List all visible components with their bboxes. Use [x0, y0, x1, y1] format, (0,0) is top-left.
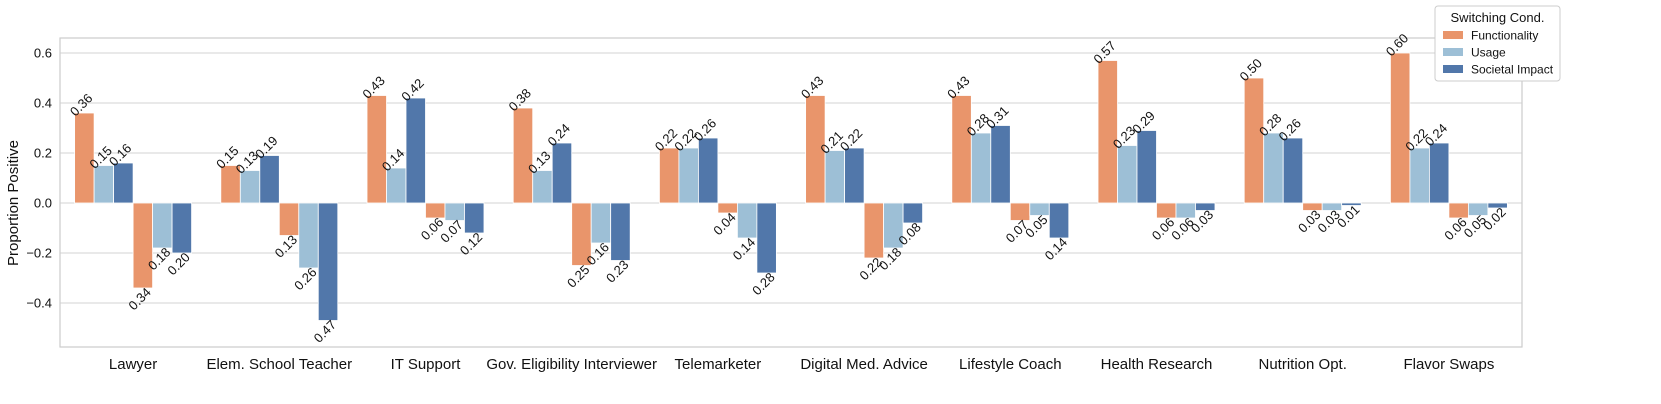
y-tick-label: 0.6 [34, 46, 52, 61]
bar [1467, 202, 1489, 216]
bar [1195, 202, 1216, 211]
bar [756, 202, 777, 274]
bar [405, 97, 426, 204]
x-tick-label: Health Research [1101, 356, 1213, 373]
value-label: 0.25 [564, 262, 593, 291]
bar [1136, 130, 1157, 204]
bar [863, 202, 884, 259]
bar [990, 125, 1011, 204]
bar [1263, 132, 1284, 204]
legend-box [1434, 5, 1561, 82]
legend-label: Usage [1471, 46, 1506, 60]
bar [844, 147, 865, 204]
bar [970, 132, 992, 204]
x-tick-label: Digital Med. Advice [800, 356, 928, 373]
bar [1097, 60, 1118, 204]
bar [132, 202, 153, 289]
bar [805, 95, 826, 204]
bar [512, 107, 534, 204]
bar [171, 202, 192, 254]
value-label: 0.04 [710, 210, 739, 239]
x-tick-label: IT Support [391, 356, 462, 373]
bar [113, 162, 134, 204]
x-tick-label: Nutrition Opt. [1259, 356, 1347, 373]
value-label: 0.26 [291, 265, 320, 294]
x-tick-label: Elem. School Teacher [206, 356, 352, 373]
bar [317, 202, 339, 321]
plot-frame [59, 37, 1523, 348]
bar [902, 202, 923, 224]
bar [259, 155, 280, 204]
legend: Switching Cond. Functionality Usage Societa… [1434, 5, 1561, 82]
bar [1341, 202, 1362, 206]
bar [298, 202, 319, 269]
legend-title: Switching Cond. [1451, 10, 1545, 25]
value-label: 0.13 [272, 232, 301, 261]
bar [824, 150, 846, 204]
legend-swatch [1443, 65, 1463, 73]
legend-label: Societal Impact [1471, 63, 1554, 77]
bar [610, 202, 631, 261]
y-tick-label: 0.4 [34, 96, 52, 111]
value-label: 0.12 [457, 230, 486, 259]
value-label: 0.23 [603, 257, 632, 286]
x-tick-label: Telemarketer [675, 356, 762, 373]
bar [883, 202, 904, 249]
y-axis-label: Proportion Positive [5, 140, 22, 266]
x-tick-label: Lifestyle Coach [959, 356, 1062, 373]
bar [1390, 52, 1411, 204]
bar [590, 202, 612, 244]
bar [1048, 202, 1070, 239]
bar [1321, 202, 1343, 211]
bar [736, 202, 758, 239]
bar [551, 142, 573, 204]
bar [1282, 137, 1304, 204]
value-label: 0.14 [1042, 235, 1071, 264]
bar [1487, 202, 1508, 209]
bar [698, 137, 719, 204]
bar [951, 95, 972, 204]
y-tick-label: 0.2 [34, 146, 52, 161]
bar [1117, 145, 1138, 204]
legend-swatch [1443, 48, 1463, 56]
bar [464, 202, 485, 234]
x-tick-label: Lawyer [109, 356, 157, 373]
x-tick-label: Gov. Eligibility Interviewer [486, 356, 657, 373]
value-label: 0.28 [749, 270, 778, 299]
y-tick-label: 0.0 [34, 196, 52, 211]
value-label: 0.47 [311, 317, 340, 346]
y-tick-label: −0.2 [26, 246, 52, 261]
bar [152, 202, 173, 249]
bar [1409, 147, 1430, 204]
bar [74, 112, 95, 204]
bar [678, 147, 699, 204]
bar [366, 95, 387, 204]
bar [278, 202, 300, 236]
bar [659, 147, 680, 204]
x-tick-label: Flavor Swaps [1403, 356, 1494, 373]
value-label: 0.14 [730, 235, 759, 264]
y-tick-label: −0.4 [26, 296, 52, 311]
legend-label: Functionality [1471, 29, 1538, 43]
bar [1243, 77, 1265, 204]
value-label: 0.34 [125, 285, 154, 314]
legend-swatch [1443, 31, 1463, 39]
bar [1429, 142, 1450, 204]
